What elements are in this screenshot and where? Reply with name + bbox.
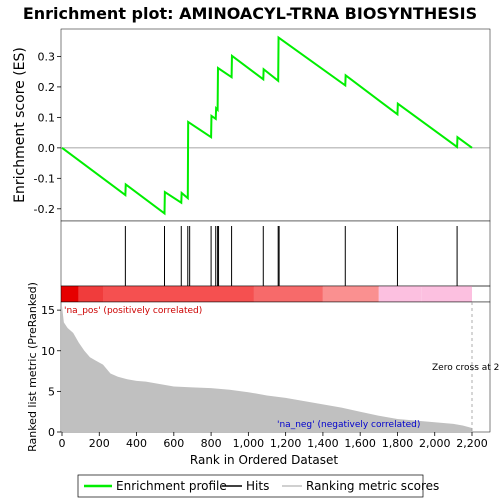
es-y-tick-label: 0.1 bbox=[38, 111, 56, 124]
legend-label: Ranking metric scores bbox=[306, 479, 439, 493]
heatbar-segment bbox=[253, 286, 323, 302]
legend: Enrichment profile Hits Ranking metric sco… bbox=[84, 479, 439, 493]
heatbar-segment bbox=[378, 286, 422, 302]
x-tick-label: 0 bbox=[59, 437, 66, 450]
zero-cross-label: Zero cross at 2200 bbox=[432, 363, 500, 373]
metric-y-axis: 0 5 10 15 bbox=[41, 304, 61, 439]
pos-correlated-label: 'na_pos' (positively correlated) bbox=[64, 306, 202, 316]
heatbar-segment bbox=[421, 286, 472, 302]
x-tick-label: 1,000 bbox=[233, 437, 265, 450]
metric-y-tick-label: 15 bbox=[41, 304, 55, 317]
heatbar-segment bbox=[322, 286, 379, 302]
metric-y-tick-label: 5 bbox=[48, 385, 55, 398]
x-axis-label: Rank in Ordered Dataset bbox=[190, 453, 338, 467]
hits-ticks bbox=[124, 226, 458, 286]
metric-y-axis-label: Ranked list metric (PreRanked) bbox=[26, 282, 39, 452]
x-tick-label: 600 bbox=[163, 437, 184, 450]
hits-frame bbox=[60, 220, 491, 287]
x-tick-label: 1,200 bbox=[270, 437, 302, 450]
enrichment-profile-line bbox=[61, 35, 473, 216]
chart-title: Enrichment plot: AMINOACYL-TRNA BIOSYNTH… bbox=[23, 4, 477, 23]
x-tick-label: 200 bbox=[89, 437, 110, 450]
x-tick-label: 1,800 bbox=[382, 437, 414, 450]
x-tick-label: 1,600 bbox=[344, 437, 376, 450]
es-y-axis-label: Enrichment score (ES) bbox=[12, 47, 28, 203]
neg-correlated-label: 'na_neg' (negatively correlated) bbox=[277, 420, 420, 430]
es-y-tick-label: 0.3 bbox=[38, 50, 56, 63]
heatbar-segment bbox=[78, 286, 103, 302]
metric-y-tick-label: 10 bbox=[41, 345, 55, 358]
es-y-tick-label: 0.0 bbox=[38, 142, 56, 155]
x-tick-label: 2,000 bbox=[419, 437, 451, 450]
x-tick-label: 800 bbox=[201, 437, 222, 450]
x-tick-label: 400 bbox=[126, 437, 147, 450]
rank-heatbar bbox=[61, 286, 472, 302]
es-y-tick-label: -0.2 bbox=[34, 203, 55, 216]
legend-box bbox=[77, 474, 424, 498]
heatbar-segment bbox=[103, 286, 254, 302]
legend-label: Enrichment profile bbox=[116, 479, 227, 493]
x-tick-label: 1,400 bbox=[307, 437, 339, 450]
ranking-metric-area bbox=[62, 306, 472, 432]
es-y-tick-label: 0.2 bbox=[38, 81, 56, 94]
metric-x-axis: 0 200 400 600 800 1,000 1,200 1,400 1,600 1,800 2,… bbox=[59, 432, 488, 450]
legend-label: Hits bbox=[246, 479, 269, 493]
metric-y-tick-label: 0 bbox=[48, 426, 55, 439]
x-tick-label: 2,200 bbox=[456, 437, 488, 450]
es-y-axis: -0.2 -0.1 0.0 0.1 0.2 0.3 bbox=[34, 50, 61, 216]
es-y-tick-label: -0.1 bbox=[34, 172, 55, 185]
heatbar-segment bbox=[61, 286, 79, 302]
